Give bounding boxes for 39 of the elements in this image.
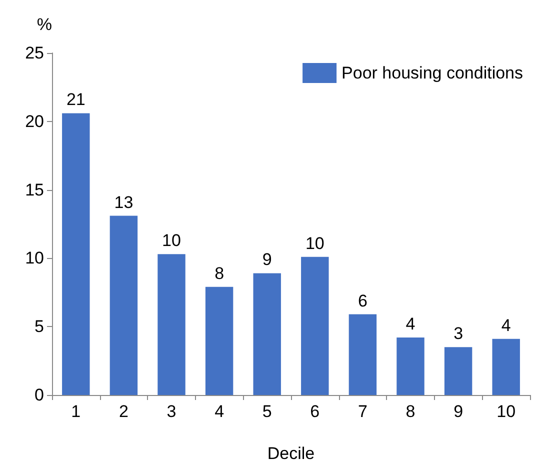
- bar: [301, 256, 329, 395]
- y-tick-label: 15: [25, 180, 44, 200]
- x-tick-label: 5: [262, 402, 272, 421]
- data-label: 8: [214, 264, 224, 283]
- bar: [158, 254, 186, 395]
- y-tick-label: 20: [25, 112, 44, 131]
- bar: [110, 216, 138, 395]
- bar: [62, 113, 90, 395]
- data-label: 4: [406, 314, 416, 334]
- x-tick-label: 4: [214, 402, 224, 421]
- data-label: 4: [501, 316, 511, 335]
- bar: [205, 286, 234, 395]
- bar: [253, 273, 281, 395]
- bar: [396, 338, 424, 395]
- data-label: 6: [358, 291, 368, 310]
- x-tick-label: 6: [310, 402, 320, 421]
- x-tick-label: 10: [496, 402, 516, 421]
- bar: [444, 347, 472, 395]
- bar: [348, 314, 377, 395]
- bar: [492, 338, 520, 395]
- x-tick-label: 7: [358, 402, 368, 421]
- legend-label: Poor housing conditions: [342, 64, 524, 82]
- data-label: 13: [114, 192, 134, 212]
- data-label: 3: [454, 324, 464, 344]
- x-tick-label: 8: [406, 402, 416, 421]
- x-tick-label: 1: [71, 402, 81, 421]
- x-axis-title: Decile: [267, 444, 315, 463]
- y-tick-label: 25: [25, 44, 44, 62]
- data-label: 9: [262, 250, 272, 270]
- y-tick-label: 5: [34, 317, 44, 336]
- y-axis-title: %: [36, 15, 52, 34]
- x-tick-label: 2: [118, 402, 128, 421]
- x-tick-label: 3: [166, 402, 176, 421]
- x-tick-label: 9: [454, 402, 464, 421]
- data-label: 10: [162, 231, 181, 250]
- y-tick-label: 10: [25, 248, 44, 268]
- data-label: 10: [305, 234, 324, 253]
- data-label: 21: [66, 90, 86, 110]
- y-tick-label: 0: [34, 386, 44, 404]
